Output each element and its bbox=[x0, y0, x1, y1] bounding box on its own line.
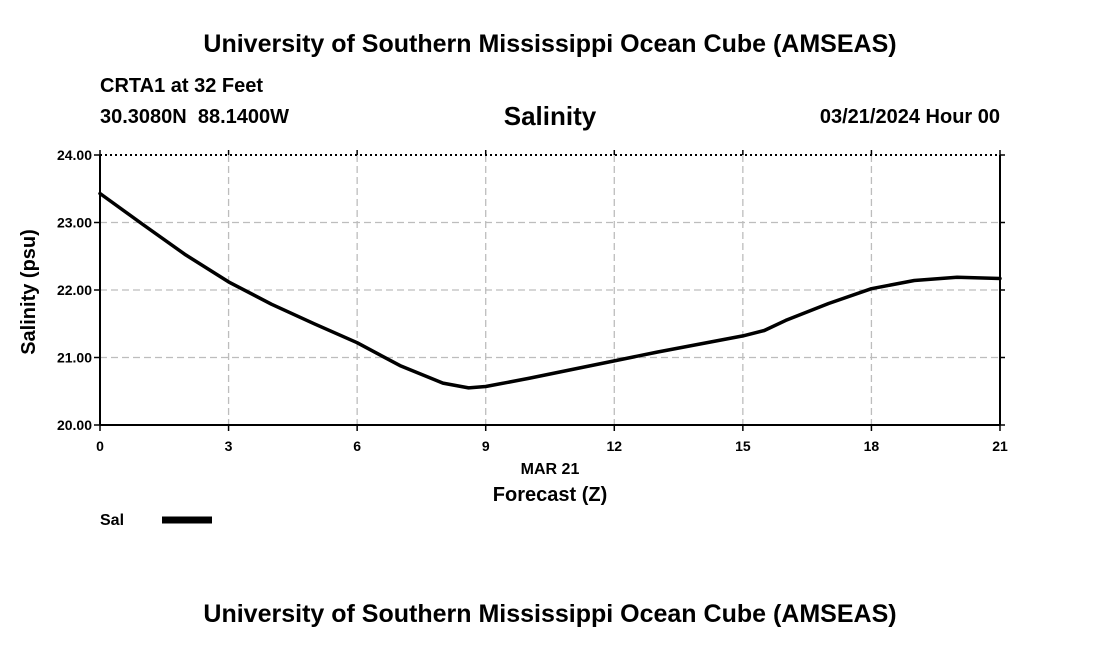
page-title: University of Southern Mississippi Ocean… bbox=[203, 30, 897, 58]
x-axis-label: Forecast (Z) bbox=[493, 484, 607, 506]
y-tick-label: 21.00 bbox=[57, 350, 92, 366]
x-tick-label: 12 bbox=[606, 438, 622, 454]
x-tick-label: 9 bbox=[482, 438, 490, 454]
y-axis-label: Salinity (psu) bbox=[18, 229, 40, 355]
x-tick-label: 18 bbox=[864, 438, 880, 454]
y-tick-label: 24.00 bbox=[57, 147, 92, 163]
x-axis-date-label: MAR 21 bbox=[521, 461, 580, 478]
plot-title: Salinity bbox=[503, 101, 597, 131]
footer-title: University of Southern Mississippi Ocean… bbox=[203, 600, 897, 628]
y-tick-label: 23.00 bbox=[57, 215, 92, 231]
legend-label: Sal bbox=[100, 512, 124, 529]
station-coordinates: 30.3080N 88.1400W bbox=[100, 106, 290, 128]
x-tick-label: 21 bbox=[992, 438, 1008, 454]
station-label: CRTA1 at 32 Feet bbox=[100, 75, 264, 97]
y-tick-label: 22.00 bbox=[57, 282, 92, 298]
x-tick-label: 15 bbox=[735, 438, 751, 454]
x-tick-label: 0 bbox=[96, 438, 104, 454]
x-tick-label: 3 bbox=[225, 438, 233, 454]
y-tick-label: 20.00 bbox=[57, 417, 92, 433]
forecast-datetime: 03/21/2024 Hour 00 bbox=[819, 106, 1000, 128]
x-tick-label: 6 bbox=[353, 438, 361, 454]
series-line-sal bbox=[98, 191, 1002, 390]
